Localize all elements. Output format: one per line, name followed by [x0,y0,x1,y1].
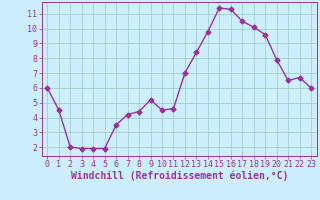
X-axis label: Windchill (Refroidissement éolien,°C): Windchill (Refroidissement éolien,°C) [70,171,288,181]
